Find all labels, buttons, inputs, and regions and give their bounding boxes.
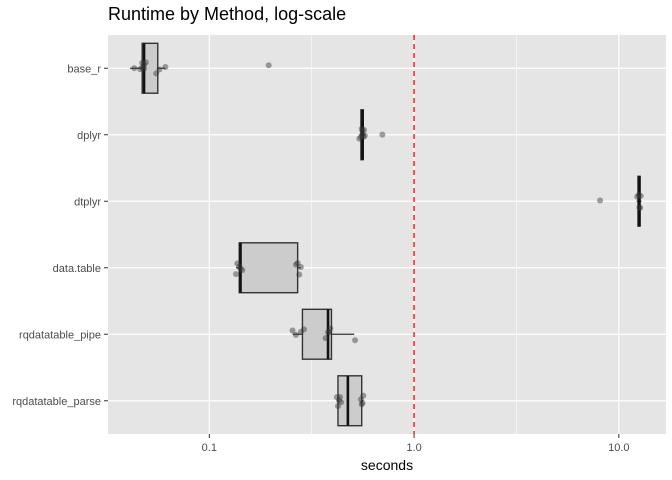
data-point	[358, 401, 365, 408]
data-point	[297, 328, 304, 335]
y-tick-label: rqdatatable_parse	[12, 396, 101, 408]
data-point	[360, 392, 367, 399]
data-point	[292, 261, 299, 268]
y-tick-label: base_r	[67, 63, 101, 75]
data-point	[141, 65, 148, 72]
data-point	[325, 329, 332, 336]
x-tick-labels: 0.1 1.0 10.0	[202, 434, 630, 454]
data-point	[360, 134, 367, 141]
data-point	[137, 66, 144, 73]
box-dtplyr	[636, 175, 642, 227]
data-point	[234, 260, 241, 267]
data-point	[337, 394, 344, 401]
data-point	[637, 204, 644, 211]
data-point	[334, 403, 341, 410]
data-point	[637, 192, 644, 199]
y-tick-label: dtplyr	[74, 196, 101, 208]
data-point	[294, 260, 301, 267]
data-point	[296, 271, 303, 278]
data-point	[322, 335, 329, 342]
data-point	[237, 265, 244, 272]
boxes-layer	[130, 42, 642, 427]
data-point	[359, 128, 366, 135]
x-tick-label: 0.1	[202, 442, 217, 454]
box-rqdatatable_pipe	[292, 308, 355, 360]
box-iqr	[301, 308, 333, 360]
data-point	[338, 399, 345, 406]
data-point	[327, 325, 334, 332]
data-point	[356, 135, 363, 142]
data-point	[239, 267, 246, 274]
data-point	[336, 397, 343, 404]
data-point	[357, 133, 364, 140]
data-point	[139, 59, 146, 66]
box-iqr	[141, 42, 159, 94]
data-point	[153, 70, 160, 77]
y-tick-label: data.table	[53, 263, 101, 275]
chart-title: Runtime by Method, log-scale	[108, 4, 347, 24]
data-point	[361, 132, 368, 139]
data-point	[289, 327, 296, 334]
data-point	[636, 204, 643, 211]
box-iqr	[238, 242, 299, 294]
data-point	[326, 329, 333, 336]
data-point	[357, 396, 364, 403]
data-point	[300, 326, 307, 333]
data-point	[233, 271, 240, 278]
data-point	[333, 394, 340, 401]
data-point	[352, 337, 359, 344]
data-point	[265, 62, 272, 69]
data-point	[236, 263, 243, 270]
data-point	[292, 331, 299, 338]
data-point	[139, 64, 146, 71]
x-axis-title: seconds	[361, 457, 413, 473]
box-rqdatatable_parse	[336, 375, 364, 427]
data-point	[634, 193, 641, 200]
data-point	[142, 59, 149, 66]
points-layer	[131, 59, 644, 410]
data-point	[156, 66, 163, 73]
data-point	[131, 65, 138, 72]
box-base_r	[130, 42, 166, 94]
plot-panel	[108, 35, 666, 434]
data-point	[597, 197, 604, 204]
data-point	[361, 126, 368, 133]
data-point	[358, 125, 365, 132]
data-point	[379, 131, 386, 138]
x-tick-label: 1.0	[406, 442, 421, 454]
data-point	[359, 399, 366, 406]
x-tick-label: 10.0	[608, 442, 629, 454]
data-point	[162, 64, 169, 71]
box-data.table	[236, 242, 301, 294]
y-tick-label: rqdatatable_pipe	[19, 329, 101, 341]
data-point	[359, 131, 366, 138]
data-point	[635, 191, 642, 198]
box-iqr	[337, 375, 363, 427]
y-tick-label: dplyr	[77, 130, 101, 142]
data-point	[297, 263, 304, 270]
data-point	[141, 61, 148, 68]
box-dplyr	[359, 109, 366, 161]
